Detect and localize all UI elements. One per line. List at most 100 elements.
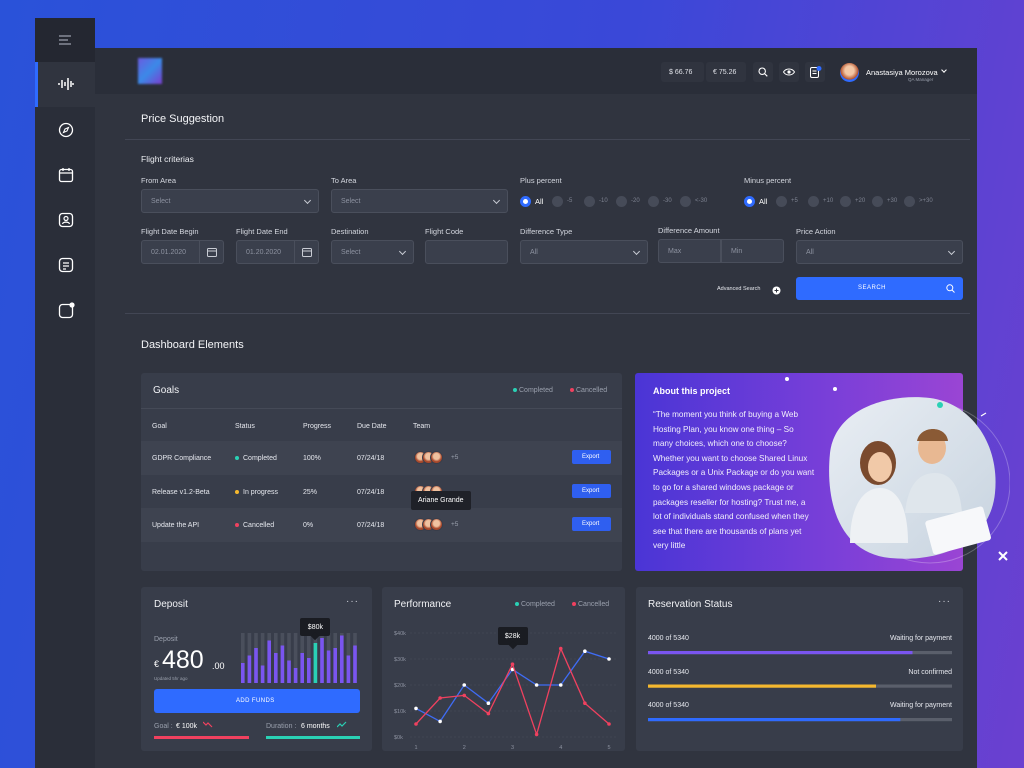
card-menu[interactable]: ···: [938, 596, 951, 607]
user-role: QA Manager: [908, 77, 934, 82]
select-value: All: [530, 249, 538, 256]
date-end-input[interactable]: 01.20.2020: [236, 240, 319, 264]
user-name: Anastasiya Morozova: [866, 68, 938, 77]
placeholder: Max: [668, 248, 682, 255]
goal-name: Release v1.2-Beta: [152, 488, 210, 496]
card-menu[interactable]: ···: [346, 596, 359, 607]
legend-dot: [572, 602, 576, 606]
radio[interactable]: [904, 196, 915, 207]
radio-label: +30: [887, 198, 898, 204]
radio[interactable]: [808, 196, 819, 207]
performance-tooltip-text: $28k: [504, 633, 521, 640]
export-button[interactable]: Export: [572, 483, 611, 498]
close-button[interactable]: [998, 551, 1008, 561]
team-avatar[interactable]: [430, 518, 443, 531]
view-icon-button[interactable]: [779, 62, 799, 82]
plus-percent-radios: All -5 -10 -20 -30 <-30: [520, 195, 720, 209]
goal-value: € 100k: [176, 723, 198, 730]
chevron: [492, 196, 501, 205]
field-label: Difference Amount: [658, 226, 720, 235]
search-button[interactable]: SEARCH: [796, 277, 963, 300]
card-title: Goals: [153, 385, 180, 396]
to-area-select[interactable]: Select: [331, 189, 508, 213]
field-label: Price Action: [796, 227, 836, 236]
placeholder: Select: [341, 249, 361, 256]
search-icon: [946, 284, 955, 293]
difference-type-select[interactable]: All: [520, 240, 648, 264]
radio-label: -10: [599, 198, 608, 204]
flight-code-input[interactable]: [425, 240, 508, 264]
radio[interactable]: [584, 196, 595, 207]
nav-icon-document[interactable]: [58, 257, 74, 273]
calendar-button[interactable]: [294, 241, 318, 263]
menu-icon: [59, 35, 71, 45]
nav-icon-user[interactable]: [58, 212, 74, 228]
deposit-card: Deposit ··· Deposit € 480 .00 Updated 5h…: [141, 587, 372, 751]
nav-icon-calendar[interactable]: [58, 167, 74, 183]
user-menu-chevron[interactable]: [941, 67, 947, 73]
field-label: Difference Type: [520, 227, 573, 236]
table-row: Update the API Cancelled 0% 07/24/18 +5 Expor…: [141, 508, 622, 542]
field-label: From Area: [141, 176, 177, 185]
destination-select[interactable]: Select: [331, 240, 414, 264]
balance-usd-text: $ 66.76: [669, 69, 693, 76]
radio-selected[interactable]: [744, 196, 755, 207]
user-avatar[interactable]: [840, 63, 859, 82]
add-funds-text: ADD FUNDS: [236, 698, 275, 704]
amount-max-input[interactable]: Max: [658, 239, 721, 263]
export-button[interactable]: Export: [572, 450, 611, 464]
legend-dot: [513, 388, 517, 392]
deposit-tooltip: [300, 618, 331, 636]
radio[interactable]: [552, 196, 563, 207]
decor-dot: [937, 402, 943, 408]
card-title: Deposit: [154, 599, 188, 610]
legend-label: Cancelled: [576, 387, 608, 394]
export-button[interactable]: Export: [572, 517, 611, 531]
radio[interactable]: [648, 196, 659, 207]
search-icon-button[interactable]: [753, 62, 773, 82]
amount-min-input[interactable]: Min: [721, 239, 784, 263]
date-begin-input[interactable]: 02.01.2020: [141, 240, 224, 264]
notes-icon-button[interactable]: [805, 62, 825, 82]
card-title: Reservation Status: [648, 599, 733, 610]
reservation-status: Waiting for payment: [890, 702, 952, 709]
nav-icon-notes[interactable]: [58, 302, 76, 319]
radio[interactable]: [840, 196, 851, 207]
team-avatar[interactable]: [430, 451, 443, 464]
radio-label: <-30: [695, 198, 708, 204]
radio[interactable]: [616, 196, 627, 207]
nav-item-active[interactable]: [35, 62, 95, 107]
calendar-button[interactable]: [199, 241, 223, 263]
select-value: All: [806, 249, 814, 256]
column-header: Progress: [303, 423, 332, 430]
field-label: Plus percent: [520, 176, 562, 185]
top-bar: $ 66.76 € 75.26 Anastasiya Morozova QA M…: [95, 48, 977, 94]
calendar-icon: [207, 248, 217, 257]
chevron: [303, 196, 312, 205]
radio[interactable]: [776, 196, 787, 207]
add-funds-button[interactable]: ADD FUNDS: [154, 689, 360, 713]
from-area-select[interactable]: Select: [141, 189, 319, 213]
radio[interactable]: [872, 196, 883, 207]
status-dot: [235, 523, 239, 527]
goal-name: Update the API: [152, 522, 200, 529]
nav-icon-compass[interactable]: [58, 122, 74, 138]
price-action-select[interactable]: All: [796, 240, 963, 264]
advanced-search-icon[interactable]: [772, 286, 781, 295]
goals-card: Goals Completed Cancelled Goal Status Progre…: [141, 373, 622, 571]
placeholder: Select: [151, 198, 171, 205]
nav-icon-audio: [58, 78, 74, 90]
menu-toggle[interactable]: [35, 18, 95, 62]
advanced-search-link[interactable]: Advanced Search: [717, 286, 761, 292]
date-value: 02.01.2020: [151, 249, 187, 256]
radio-label: -20: [631, 198, 640, 204]
field-label: Minus percent: [744, 176, 792, 185]
chevron: [398, 247, 407, 256]
performance-tooltip: [497, 627, 528, 645]
field-label: To Area: [331, 176, 357, 185]
placeholder: Min: [731, 248, 743, 255]
radio-selected[interactable]: [520, 196, 531, 207]
radio[interactable]: [680, 196, 691, 207]
column-header: Goal: [152, 423, 167, 430]
